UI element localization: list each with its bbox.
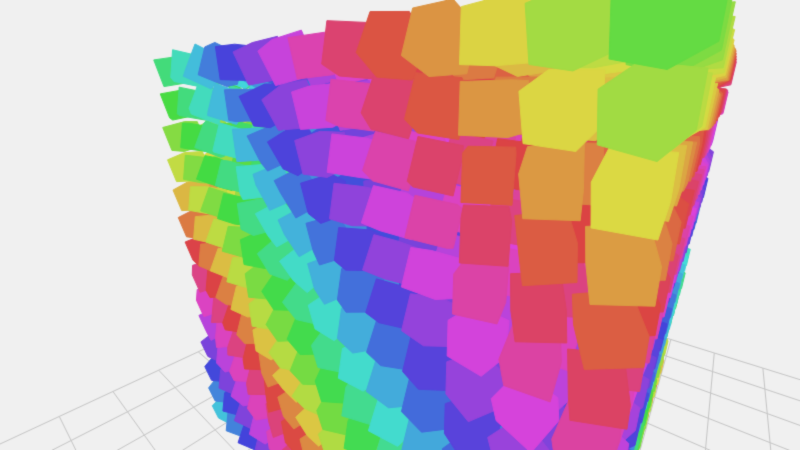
voxel-cubes-3d-canvas[interactable]: [0, 0, 800, 450]
scene-viewport: [0, 0, 800, 450]
